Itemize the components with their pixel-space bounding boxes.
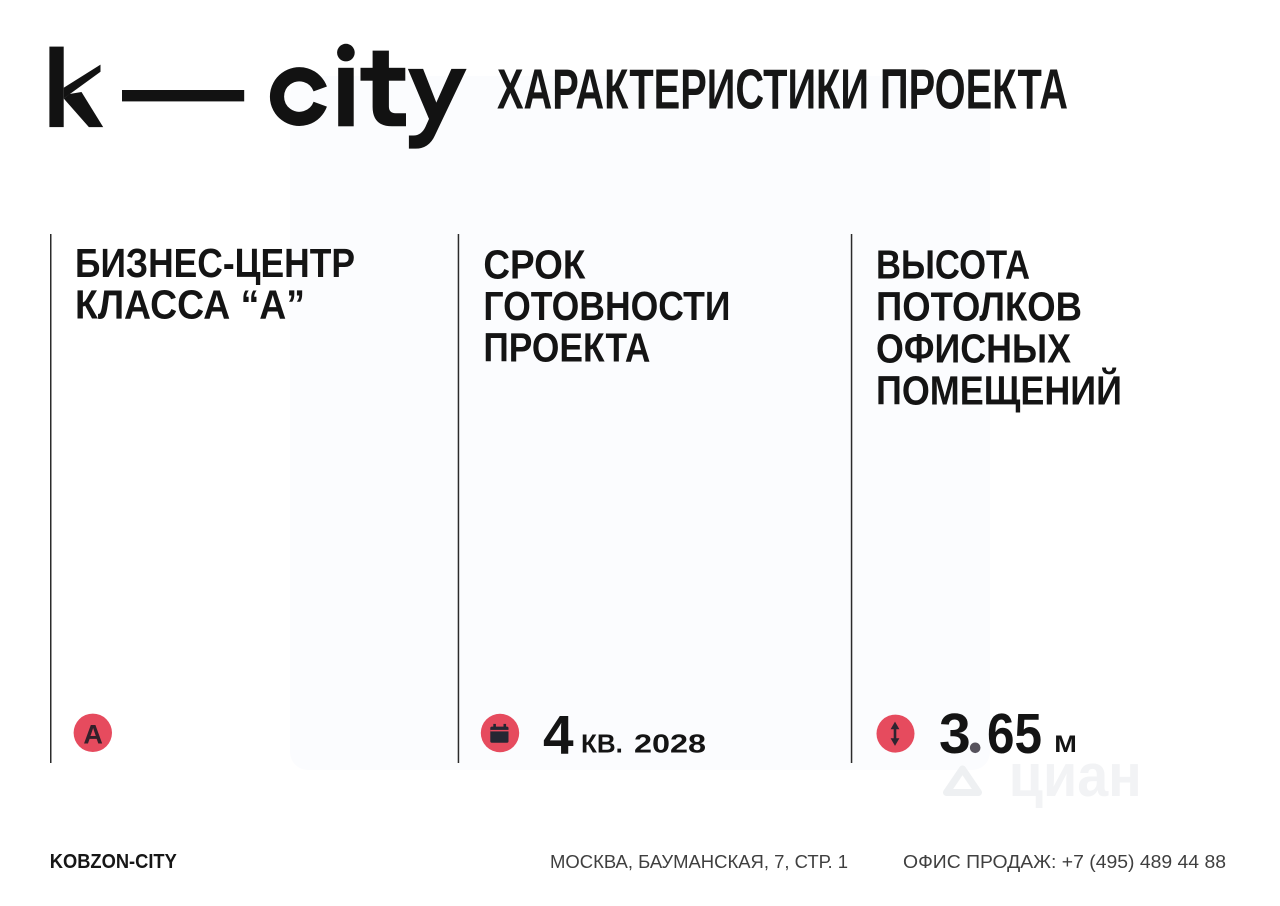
svg-text:КЛАССА “А”: КЛАССА “А”: [75, 282, 305, 328]
svg-text:KOBZON-CITY: KOBZON-CITY: [50, 850, 177, 873]
svg-text:4: 4: [543, 704, 574, 766]
svg-text:ХАРАКТЕРИСТИКИ ПРОЕКТА: ХАРАКТЕРИСТИКИ ПРОЕКТА: [497, 58, 1068, 121]
svg-text:М: М: [1054, 731, 1077, 757]
svg-text:ПРОЕКТА: ПРОЕКТА: [483, 325, 650, 371]
svg-text:А: А: [83, 720, 103, 750]
svg-text:65: 65: [987, 702, 1042, 766]
svg-text:ГОТОВНОСТИ: ГОТОВНОСТИ: [483, 283, 730, 329]
svg-text:СРОК: СРОК: [483, 242, 585, 288]
svg-text:ОФИС ПРОДАЖ: +7 (495) 489 44 8: ОФИС ПРОДАЖ: +7 (495) 489 44 88: [903, 851, 1226, 872]
svg-text:БИЗНЕС-ЦЕНТР: БИЗНЕС-ЦЕНТР: [75, 240, 355, 286]
svg-text:ПОТОЛКОВ: ПОТОЛКОВ: [876, 284, 1082, 330]
svg-text:МОСКВА, БАУМАНСКАЯ, 7, СТР. 1: МОСКВА, БАУМАНСКАЯ, 7, СТР. 1: [550, 851, 848, 872]
svg-text:ВЫСОТА: ВЫСОТА: [876, 242, 1030, 288]
svg-text:2028: 2028: [634, 728, 706, 758]
svg-text:3: 3: [939, 702, 971, 766]
svg-text:ОФИСНЫХ: ОФИСНЫХ: [876, 326, 1071, 372]
svg-text:КВ.: КВ.: [581, 728, 623, 758]
svg-text:циан: циан: [1009, 742, 1142, 809]
svg-text:ПОМЕЩЕНИЙ: ПОМЕЩЕНИЙ: [876, 368, 1122, 414]
